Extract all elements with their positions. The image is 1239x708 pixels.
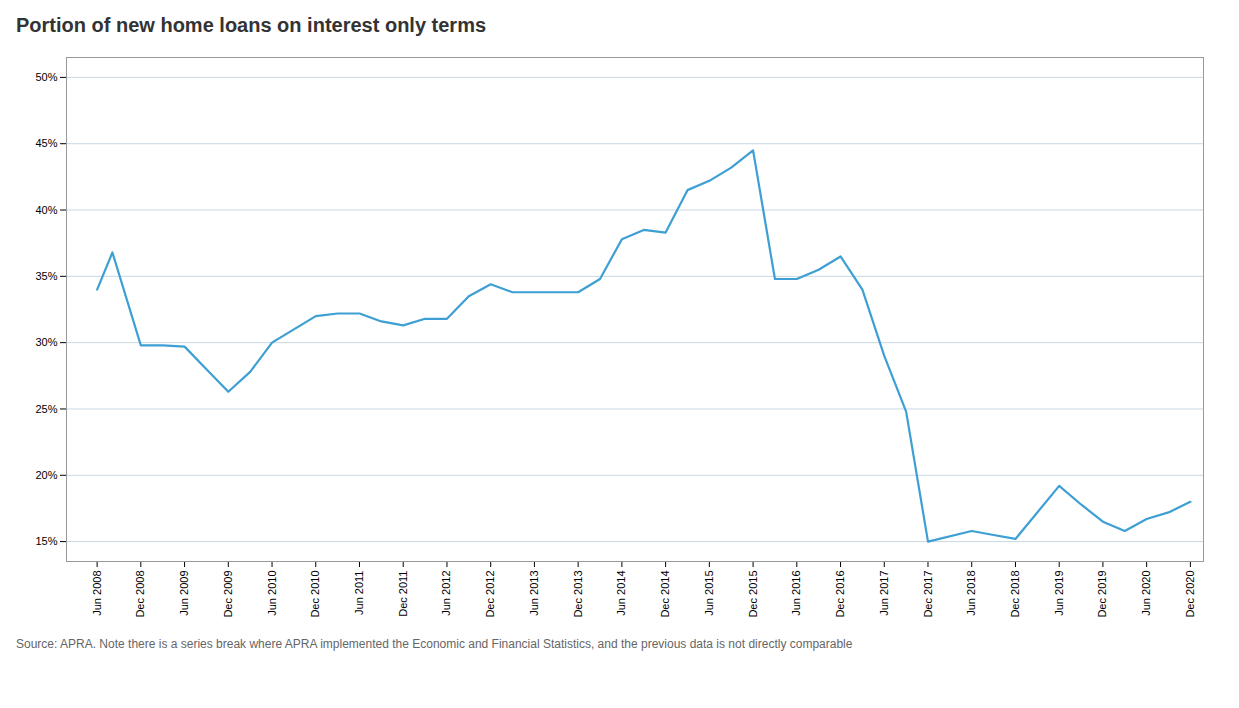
svg-text:Jun 2019: Jun 2019 — [1053, 571, 1065, 616]
svg-text:Jun 2018: Jun 2018 — [965, 571, 977, 616]
svg-text:Jun 2020: Jun 2020 — [1140, 571, 1152, 616]
svg-text:35%: 35% — [35, 270, 57, 282]
svg-text:Jun 2010: Jun 2010 — [266, 571, 278, 616]
svg-text:Dec 2008: Dec 2008 — [134, 571, 146, 618]
svg-text:30%: 30% — [35, 336, 57, 348]
html-text:Source: APRA. Note there is a: Source: APRA. Note there is a series bre… — [16, 637, 853, 651]
svg-text:Jun 2013: Jun 2013 — [528, 571, 540, 616]
svg-text:Dec 2012: Dec 2012 — [484, 571, 496, 618]
svg-text:Dec 2015: Dec 2015 — [747, 571, 759, 618]
svg-text:Jun 2016: Jun 2016 — [790, 571, 802, 616]
svg-text:Dec 2011: Dec 2011 — [397, 571, 409, 617]
svg-text:45%: 45% — [35, 137, 57, 149]
svg-text:Dec 2020: Dec 2020 — [1184, 571, 1196, 618]
svg-text:15%: 15% — [35, 535, 57, 547]
svg-text:Dec 2013: Dec 2013 — [572, 571, 584, 618]
svg-text:Jun 2014: Jun 2014 — [615, 571, 627, 616]
svg-text:20%: 20% — [35, 469, 57, 481]
svg-text:Dec 2016: Dec 2016 — [834, 571, 846, 618]
svg-text:Jun 2015: Jun 2015 — [703, 571, 715, 616]
svg-text:50%: 50% — [35, 71, 57, 83]
svg-text:Jun 2017: Jun 2017 — [878, 571, 890, 616]
svg-text:Dec 2014: Dec 2014 — [659, 571, 671, 618]
svg-text:Dec 2019: Dec 2019 — [1096, 571, 1108, 618]
html-text:Portion of new home loans on i: Portion of new home loans on interest on… — [16, 14, 487, 36]
svg-text:25%: 25% — [35, 402, 57, 414]
svg-text:Jun 2012: Jun 2012 — [440, 571, 452, 616]
svg-text:Dec 2010: Dec 2010 — [309, 571, 321, 618]
svg-text:Jun 2011: Jun 2011 — [353, 571, 365, 615]
svg-text:40%: 40% — [35, 204, 57, 216]
svg-text:Dec 2018: Dec 2018 — [1009, 571, 1021, 618]
svg-text:Dec 2009: Dec 2009 — [222, 571, 234, 618]
svg-text:Dec 2017: Dec 2017 — [922, 571, 934, 618]
svg-text:Jun 2008: Jun 2008 — [91, 571, 103, 616]
svg-text:Jun 2009: Jun 2009 — [178, 571, 190, 616]
